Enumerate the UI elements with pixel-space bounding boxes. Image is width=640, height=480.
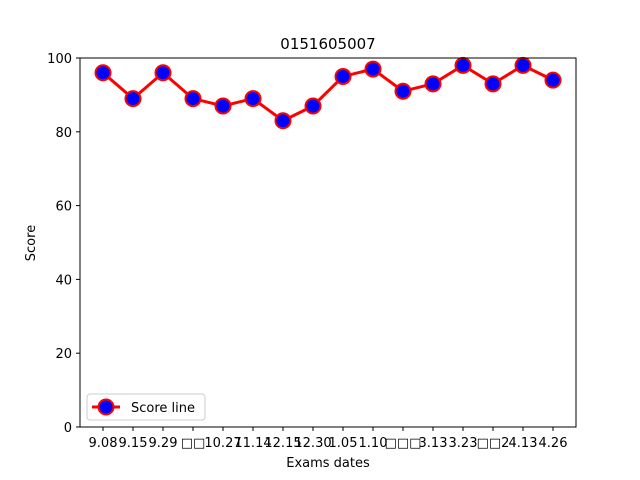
legend: Score line	[86, 393, 206, 421]
legend-box	[86, 393, 206, 421]
data-point	[454, 56, 472, 74]
x-axis-label: Exams dates	[286, 456, 370, 471]
x-tick-label: 3.13	[419, 436, 448, 451]
plot-area	[94, 56, 562, 130]
data-point	[94, 64, 112, 82]
data-point	[514, 56, 532, 74]
y-tick-label: 0	[64, 421, 72, 436]
chart-title: 0151605007	[280, 35, 375, 53]
data-point	[244, 90, 262, 108]
y-tick-label: 60	[55, 200, 72, 215]
x-tick-label: 12.15	[264, 436, 301, 451]
legend-marker-sample	[97, 398, 115, 416]
x-tick-label: 4.13	[509, 436, 538, 451]
axes-frame	[79, 57, 577, 428]
data-point	[364, 60, 382, 78]
y-tick-label: 80	[55, 126, 72, 141]
data-point	[304, 97, 322, 115]
y-axis-label: Score	[24, 225, 39, 261]
data-point	[394, 82, 412, 100]
data-point	[214, 97, 232, 115]
y-tick-label: 20	[55, 347, 72, 362]
data-point	[184, 90, 202, 108]
x-tick-label: 10.27	[204, 436, 241, 451]
legend-label: Score line	[131, 401, 195, 416]
x-tick-label: 3.23	[449, 436, 478, 451]
data-point	[484, 75, 502, 93]
data-point	[424, 75, 442, 93]
x-tick-label: 4.26	[539, 436, 568, 451]
series-line	[101, 63, 555, 123]
data-point	[334, 67, 352, 85]
y-tick-label: 100	[47, 52, 72, 67]
x-tick-label: □□2	[477, 436, 510, 451]
data-point	[124, 90, 142, 108]
x-tick-label: □□	[181, 436, 206, 451]
data-point	[274, 112, 292, 130]
data-point	[544, 71, 562, 89]
x-tick-label: 11.14	[234, 436, 271, 451]
y-tick-label: 40	[55, 273, 72, 288]
x-tick-label: 9.29	[149, 436, 178, 451]
x-tick-label: 12.30	[294, 436, 331, 451]
x-tick-label: 9.08	[89, 436, 118, 451]
data-point	[154, 64, 172, 82]
x-tick-label: □□□	[385, 436, 422, 451]
x-tick-label: 1.05	[329, 436, 358, 451]
x-tick-label: 9.15	[119, 436, 148, 451]
x-tick-label: 1.10	[359, 436, 388, 451]
